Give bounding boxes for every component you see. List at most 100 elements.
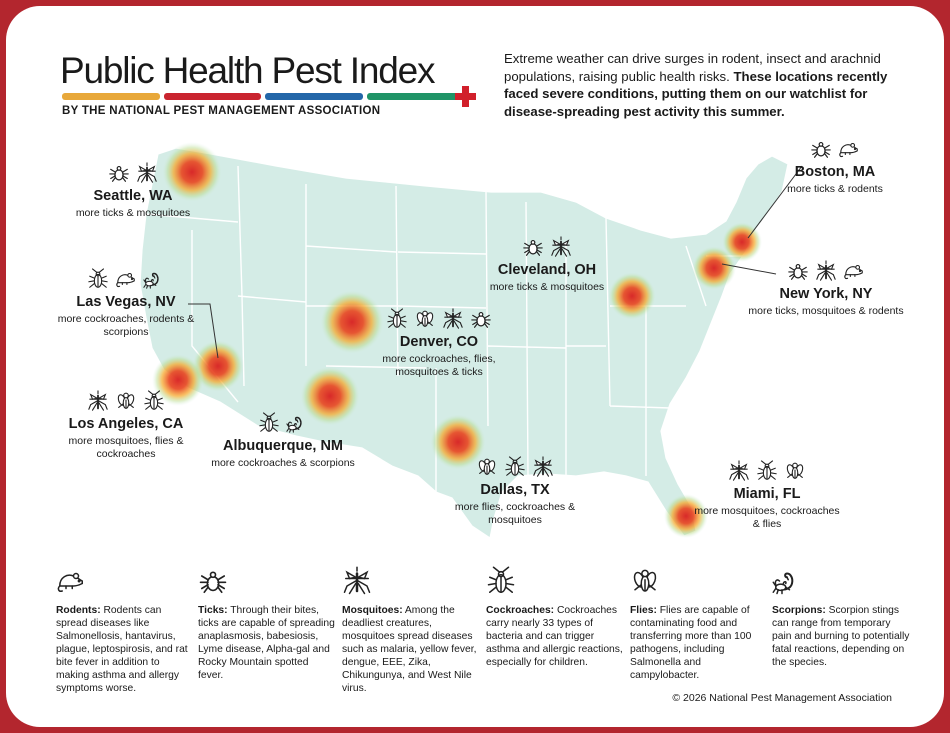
legend-body: Cockroaches carry nearly 33 types of bac…	[486, 605, 623, 668]
us-map	[139, 142, 803, 539]
rodent-icon	[115, 268, 137, 290]
legend-item: Flies: Flies are capable of contaminatin…	[630, 566, 768, 682]
legend-title: Flies:	[630, 605, 657, 616]
legend-item: Cockroaches: Cockroaches carry nearly 33…	[486, 566, 624, 669]
city-description: more mosquitoes, cockroaches & flies	[694, 505, 840, 530]
city-description: more cockroaches & scorpions	[211, 457, 355, 469]
city-name: Albuquerque, NM	[222, 438, 344, 454]
legend-title: Scorpions:	[772, 605, 826, 616]
red-cross-icon	[455, 86, 476, 107]
leader-line-boston	[747, 165, 803, 239]
mosquito-icon	[87, 390, 109, 412]
city-label: Dallas, TX more flies, cockroaches & mosq…	[440, 456, 590, 527]
fly-icon	[630, 566, 660, 596]
mosquito-icon	[728, 460, 750, 482]
city-label: Albuquerque, NM more cockroaches & scorpi…	[208, 412, 358, 470]
legend-text: Flies: Flies are capable of contaminatin…	[630, 604, 768, 682]
tick-icon	[810, 138, 832, 160]
city-icons	[208, 412, 358, 434]
fly-icon	[784, 460, 806, 482]
hotspots	[152, 142, 762, 538]
tick-icon	[108, 162, 130, 184]
logo-bar-blue	[265, 93, 363, 100]
legend-item: Rodents: Rodents can spread diseases lik…	[56, 566, 194, 695]
city-icons	[692, 460, 842, 482]
city-label: Denver, CO more cockroaches, flies, mosqu…	[364, 308, 514, 379]
city-description: more cockroaches, flies, mosquitoes & ti…	[382, 353, 496, 378]
city-icons	[472, 236, 622, 258]
city-description: more mosquitoes, flies & cockroaches	[68, 435, 184, 460]
city-icons	[46, 390, 206, 412]
hotspot-denver	[320, 290, 384, 354]
cockroach-icon	[386, 308, 408, 330]
legend-text: Rodents: Rodents can spread diseases lik…	[56, 604, 194, 695]
cockroach-icon	[504, 456, 526, 478]
city-label: New York, NY more ticks, mosquitoes & rod…	[746, 260, 906, 318]
logo-subtitle: BY THE NATIONAL PEST MANAGEMENT ASSOCIAT…	[62, 105, 381, 117]
legend-body: Rodents can spread diseases like Salmone…	[56, 605, 188, 694]
scorpion-icon	[772, 566, 802, 596]
copyright-notice: © 2026 National Pest Management Associat…	[672, 692, 892, 704]
hotspot-albuquerque	[300, 366, 360, 426]
city-description: more cockroaches, rodents & scorpions	[57, 313, 195, 338]
logo-bar-green	[366, 93, 464, 100]
city-name: Las Vegas, NV	[76, 294, 176, 310]
cockroach-icon	[87, 268, 109, 290]
fly-icon	[115, 390, 137, 412]
city-name: Los Angeles, CA	[68, 416, 184, 432]
scorpion-icon	[286, 412, 308, 434]
leader-line-las-vegas	[188, 303, 219, 359]
logo-bar-yellow	[62, 93, 160, 100]
legend-title: Ticks:	[198, 605, 228, 616]
city-icons	[58, 162, 208, 184]
city-description: more ticks, mosquitoes & rodents	[748, 305, 904, 317]
tick-icon	[787, 260, 809, 282]
mosquito-icon	[815, 260, 837, 282]
intro-text: Extreme weather can drive surges in rode…	[504, 51, 881, 84]
city-name: Miami, FL	[733, 486, 801, 502]
tick-icon	[522, 236, 544, 258]
hotspot-seattle	[162, 142, 222, 202]
scorpion-icon	[143, 268, 165, 290]
city-icons	[364, 308, 514, 330]
legend-body: Through their bites, ticks are capable o…	[198, 605, 335, 681]
legend-text: Mosquitoes: Among the deadliest creature…	[342, 604, 480, 695]
legend-item: Ticks: Through their bites, ticks are ca…	[198, 566, 336, 682]
rodent-icon	[56, 566, 86, 596]
legend-body: Among the deadliest creatures, mosquitoe…	[342, 605, 477, 694]
cockroach-icon	[756, 460, 778, 482]
leader-lines	[188, 165, 803, 359]
intro-paragraph: Extreme weather can drive surges in rode…	[504, 50, 914, 120]
cockroach-icon	[486, 566, 516, 596]
city-label: Los Angeles, CA more mosquitoes, flies & …	[46, 390, 206, 461]
legend-item: Mosquitoes: Among the deadliest creature…	[342, 566, 480, 695]
rodent-icon	[838, 138, 860, 160]
legend-item: Scorpions: Scorpion stings can range fro…	[772, 566, 910, 669]
legend-body: Scorpion stings can range from temporary…	[772, 605, 910, 668]
legend-title: Rodents:	[56, 605, 101, 616]
legend-text: Ticks: Through their bites, ticks are ca…	[198, 604, 336, 682]
city-icons	[440, 456, 590, 478]
rodent-icon	[843, 260, 865, 282]
city-label: Boston, MA more ticks & rodents	[770, 138, 900, 196]
city-name: New York, NY	[779, 286, 873, 302]
city-label: Las Vegas, NV more cockroaches, rodents &…	[46, 268, 206, 339]
city-label: Seattle, WA more ticks & mosquitoes	[58, 162, 208, 220]
legend-text: Cockroaches: Cockroaches carry nearly 33…	[486, 604, 624, 669]
infographic-frame: Public Health Pest Index BY THE NATIONAL…	[6, 6, 944, 727]
hotspot-las-vegas	[192, 340, 244, 392]
city-icons	[46, 268, 206, 290]
city-description: more ticks & rodents	[787, 183, 883, 195]
cockroach-icon	[143, 390, 165, 412]
mosquito-icon	[532, 456, 554, 478]
city-name: Boston, MA	[794, 164, 876, 180]
fly-icon	[476, 456, 498, 478]
tick-icon	[470, 308, 492, 330]
hotspot-new-york	[692, 246, 736, 290]
intro-text-bold: These locations recently faced severe co…	[504, 68, 888, 119]
city-icons	[746, 260, 906, 282]
city-description: more flies, cockroaches & mosquitoes	[454, 501, 576, 526]
city-description: more ticks & mosquitoes	[489, 281, 605, 293]
city-description: more ticks & mosquitoes	[75, 207, 191, 219]
logo-color-bars	[62, 93, 464, 100]
